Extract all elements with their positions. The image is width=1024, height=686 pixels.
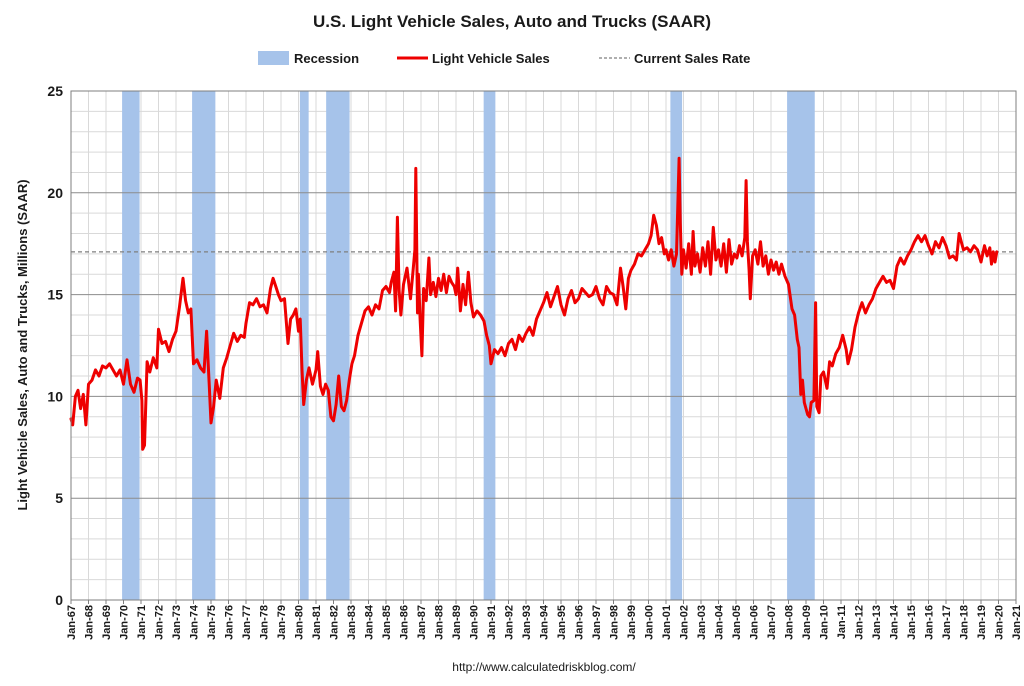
recession-band xyxy=(299,91,309,600)
x-axis-ticks: Jan-67 Jan-68 Jan-69 Jan-70 Jan-71 Jan-72 Jan-… xyxy=(66,600,1023,640)
x-tick-label: Jan-84 xyxy=(364,604,376,640)
x-tick-label: Jan-08 xyxy=(784,605,796,640)
x-tick-label: Jan-93 xyxy=(521,605,533,640)
x-tick-label: Jan-91 xyxy=(486,605,498,640)
x-tick-label: Jan-96 xyxy=(574,605,586,640)
x-tick-label: Jan-79 xyxy=(276,605,288,640)
x-tick-label: Jan-90 xyxy=(469,605,481,640)
recession-band xyxy=(670,91,683,600)
x-tick-label: Jan-09 xyxy=(801,605,813,640)
source-label: http://www.calculatedriskblog.com/ xyxy=(452,660,636,674)
x-tick-label: Jan-18 xyxy=(959,605,971,640)
x-tick-label: Jan-71 xyxy=(136,605,148,640)
recession-band xyxy=(787,91,815,600)
y-tick-label: 10 xyxy=(47,388,63,404)
x-tick-label: Jan-98 xyxy=(609,605,621,640)
x-tick-label: Jan-16 xyxy=(924,605,936,640)
x-tick-label: Jan-12 xyxy=(854,605,866,640)
x-tick-label: Jan-89 xyxy=(451,605,463,640)
x-tick-label: Jan-92 xyxy=(504,605,516,640)
x-tick-label: Jan-87 xyxy=(416,605,428,640)
recession-band xyxy=(192,91,216,600)
y-axis-label: Light Vehicle Sales, Auto and Trucks, Mi… xyxy=(15,179,30,510)
x-tick-label: Jan-85 xyxy=(381,605,393,640)
x-tick-label: Jan-05 xyxy=(731,605,743,640)
y-tick-label: 15 xyxy=(47,287,63,303)
x-tick-label: Jan-14 xyxy=(889,604,901,640)
x-tick-label: Jan-10 xyxy=(819,605,831,640)
x-tick-label: Jan-20 xyxy=(994,605,1006,640)
x-tick-label: Jan-95 xyxy=(556,605,568,640)
y-tick-label: 5 xyxy=(55,490,63,506)
chart-title: U.S. Light Vehicle Sales, Auto and Truck… xyxy=(313,12,711,31)
x-tick-label: Jan-74 xyxy=(189,604,201,640)
x-tick-label: Jan-82 xyxy=(329,605,341,640)
legend-swatch-recession xyxy=(258,51,289,65)
x-tick-label: Jan-19 xyxy=(976,605,988,640)
x-tick-label: Jan-21 xyxy=(1011,605,1023,640)
x-tick-label: Jan-06 xyxy=(749,605,761,640)
x-tick-label: Jan-75 xyxy=(206,605,218,640)
y-tick-label: 20 xyxy=(47,185,63,201)
x-tick-label: Jan-94 xyxy=(539,604,551,640)
x-tick-label: Jan-15 xyxy=(906,605,918,640)
x-tick-label: Jan-76 xyxy=(224,605,236,640)
legend-label-current-rate: Current Sales Rate xyxy=(634,51,750,66)
x-tick-label: Jan-11 xyxy=(836,605,848,639)
x-tick-label: Jan-81 xyxy=(311,605,323,640)
x-tick-label: Jan-97 xyxy=(591,605,603,640)
y-tick-label: 0 xyxy=(55,592,63,608)
x-tick-label: Jan-73 xyxy=(171,605,183,640)
x-tick-label: Jan-13 xyxy=(871,605,883,640)
x-tick-label: Jan-99 xyxy=(626,605,638,640)
x-tick-label: Jan-01 xyxy=(661,605,673,640)
x-tick-label: Jan-00 xyxy=(644,605,656,640)
series-group xyxy=(69,156,999,451)
x-tick-label: Jan-86 xyxy=(399,605,411,640)
recession-band xyxy=(122,91,140,600)
x-tick-label: Jan-69 xyxy=(101,605,113,640)
recession-band xyxy=(326,91,350,600)
x-tick-label: Jan-67 xyxy=(66,605,78,640)
legend-label-sales: Light Vehicle Sales xyxy=(432,51,550,66)
legend: Recession Light Vehicle Sales Current Sa… xyxy=(258,51,750,66)
y-axis-ticks: 0 5 10 15 20 25 xyxy=(47,83,63,608)
x-tick-label: Jan-68 xyxy=(84,605,96,640)
x-tick-label: Jan-02 xyxy=(679,605,691,640)
series-line-light-vehicle-sales xyxy=(69,156,999,451)
x-tick-label: Jan-72 xyxy=(154,605,166,640)
x-tick-label: Jan-83 xyxy=(346,605,358,640)
legend-label-recession: Recession xyxy=(294,51,359,66)
recession-bands xyxy=(122,91,815,600)
x-tick-label: Jan-17 xyxy=(941,605,953,640)
x-tick-label: Jan-07 xyxy=(766,605,778,640)
x-tick-label: Jan-78 xyxy=(259,605,271,640)
x-tick-label: Jan-03 xyxy=(696,605,708,640)
x-tick-label: Jan-70 xyxy=(119,605,131,640)
y-tick-label: 25 xyxy=(47,83,63,99)
x-tick-label: Jan-88 xyxy=(434,605,446,640)
x-tick-label: Jan-77 xyxy=(241,605,253,640)
x-tick-label: Jan-80 xyxy=(294,605,306,640)
x-tick-label: Jan-04 xyxy=(714,604,726,640)
